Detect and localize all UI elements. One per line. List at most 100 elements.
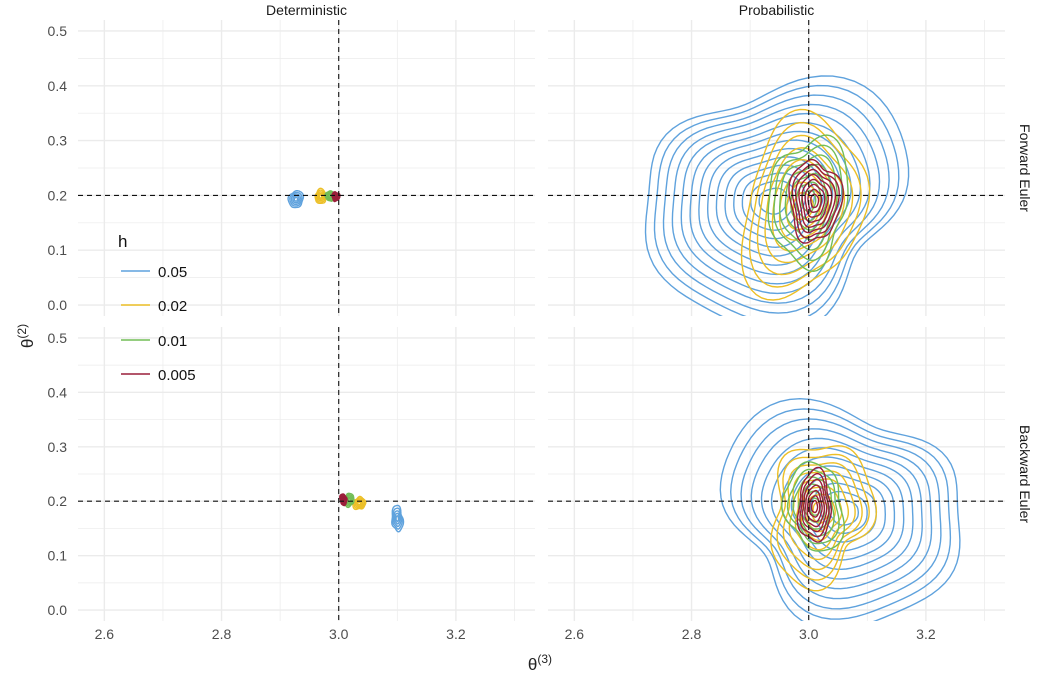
x-tick-label: 3.0 <box>329 626 349 642</box>
contour-h-0_01 <box>325 191 334 201</box>
y-tick-label: 0.3 <box>48 133 68 149</box>
contour-h-0_05 <box>394 512 401 525</box>
contour-h-0_01 <box>786 468 840 545</box>
contour-h-0_01 <box>797 483 830 530</box>
contour-h-0_005 <box>798 173 833 228</box>
facet-row-label: Backward Euler <box>1017 425 1033 523</box>
contour-h-0_02 <box>794 478 850 551</box>
contour-h-0_005 <box>808 495 821 518</box>
contour-h-0_05 <box>760 437 923 590</box>
contour-h-0_05 <box>395 515 400 523</box>
contour-h-0_05 <box>293 196 299 202</box>
contour-h-0_005 <box>804 183 826 218</box>
contour-h-0_05 <box>770 447 914 580</box>
contour-h-0_05 <box>653 84 900 316</box>
contour-h-0_02 <box>357 501 362 506</box>
legend-label-1: 0.02 <box>158 298 187 315</box>
contour-h-0_02 <box>354 498 364 508</box>
contour-h-0_02 <box>353 497 366 509</box>
facet-column-label: Probabilistic <box>739 2 814 18</box>
contour-h-0_005 <box>331 191 341 203</box>
y-tick-label: 0.2 <box>48 187 68 203</box>
panel-0-0 <box>287 187 341 209</box>
contour-h-0_05 <box>706 139 843 266</box>
contour-h-0_005 <box>794 168 837 234</box>
contour-h-0_05 <box>719 397 961 621</box>
contour-h-0_01 <box>773 144 844 262</box>
x-tick-label: 2.6 <box>565 626 585 642</box>
y-tick-label: 0.3 <box>48 439 68 455</box>
contour-h-0_005 <box>788 158 844 244</box>
contour-h-0_02 <box>314 187 327 204</box>
x-tick-label: 3.0 <box>799 626 819 642</box>
panel-1-0 <box>644 75 910 316</box>
contour-h-0_02 <box>317 192 324 200</box>
contour-h-0_05 <box>391 504 405 533</box>
contour-h-0_05 <box>698 130 852 276</box>
x-tick-label: 3.2 <box>916 626 936 642</box>
x-tick-label: 3.2 <box>446 626 466 642</box>
y-axis-title: θ(2) <box>15 324 37 348</box>
y-tick-label: 0.2 <box>48 493 68 509</box>
y-tick-label: 0.0 <box>48 297 68 313</box>
contour-h-0_005 <box>791 163 840 239</box>
contour-h-0_02 <box>788 470 856 561</box>
contour-h-0_05 <box>715 147 834 257</box>
facet-column-label: Deterministic <box>266 2 347 18</box>
y-tick-label: 0.0 <box>48 602 68 618</box>
y-tick-label: 0.1 <box>48 242 68 258</box>
x-axis-title: θ(3) <box>528 652 552 674</box>
contour-h-0_01 <box>324 190 335 202</box>
contour-h-0_005 <box>806 489 823 523</box>
contour-h-0_05 <box>662 94 890 314</box>
contour-h-0_005 <box>796 466 832 543</box>
legend-label-2: 0.01 <box>158 333 187 350</box>
x-tick-label: 2.6 <box>95 626 115 642</box>
contour-h-0_005 <box>810 193 820 209</box>
contour-h-0_05 <box>740 418 942 610</box>
contour-h-0_05 <box>750 428 933 600</box>
contour-h-0_02 <box>756 134 854 276</box>
contour-h-0_05 <box>392 507 403 530</box>
legend-title: h <box>118 232 127 251</box>
contour-h-0_05 <box>689 121 862 285</box>
contour-h-0_02 <box>316 191 325 202</box>
contour-h-0_05 <box>393 510 402 528</box>
panel-0-1 <box>338 492 405 533</box>
legend: h 0.05 0.02 0.01 0.005 <box>118 232 196 384</box>
contour-h-0_05 <box>729 408 952 620</box>
contour-h-0_02 <box>740 108 871 301</box>
contour-h-0_005 <box>799 472 830 538</box>
facet-row-label: Forward Euler <box>1017 124 1033 212</box>
contour-h-0_02 <box>785 181 822 231</box>
contour-h-0_005 <box>801 178 829 223</box>
contour-h-0_05 <box>287 190 305 209</box>
contour-h-0_05 <box>644 75 910 316</box>
panel-1-1 <box>719 397 961 621</box>
contour-h-0_05 <box>289 191 303 207</box>
contour-h-0_02 <box>776 453 870 581</box>
legend-label-0: 0.05 <box>158 264 187 281</box>
contour-h-0_05 <box>733 164 816 240</box>
contour-h-0_05 <box>292 195 300 204</box>
x-tick-label: 2.8 <box>682 626 702 642</box>
y-tick-label: 0.5 <box>48 330 68 346</box>
y-tick-label: 0.1 <box>48 548 68 564</box>
contour-h-0_02 <box>764 147 846 264</box>
contour-h-0_005 <box>338 493 348 507</box>
contour-h-0_01 <box>767 134 849 273</box>
contour-h-0_05 <box>290 193 302 205</box>
y-tick-label: 0.5 <box>48 23 68 39</box>
contour-h-0_005 <box>807 188 823 214</box>
contour-h-0_05 <box>680 112 871 295</box>
contour-h-0_005 <box>804 484 826 528</box>
contour-h-0_02 <box>770 445 878 592</box>
contour-h-0_05 <box>819 490 868 535</box>
x-tick-label: 2.8 <box>212 626 232 642</box>
contour-h-0_05 <box>671 103 881 304</box>
contour-h-0_01 <box>781 460 846 552</box>
contour-h-0_01 <box>784 163 833 241</box>
contour-h-0_01 <box>779 154 838 251</box>
y-tick-label: 0.4 <box>48 384 68 400</box>
